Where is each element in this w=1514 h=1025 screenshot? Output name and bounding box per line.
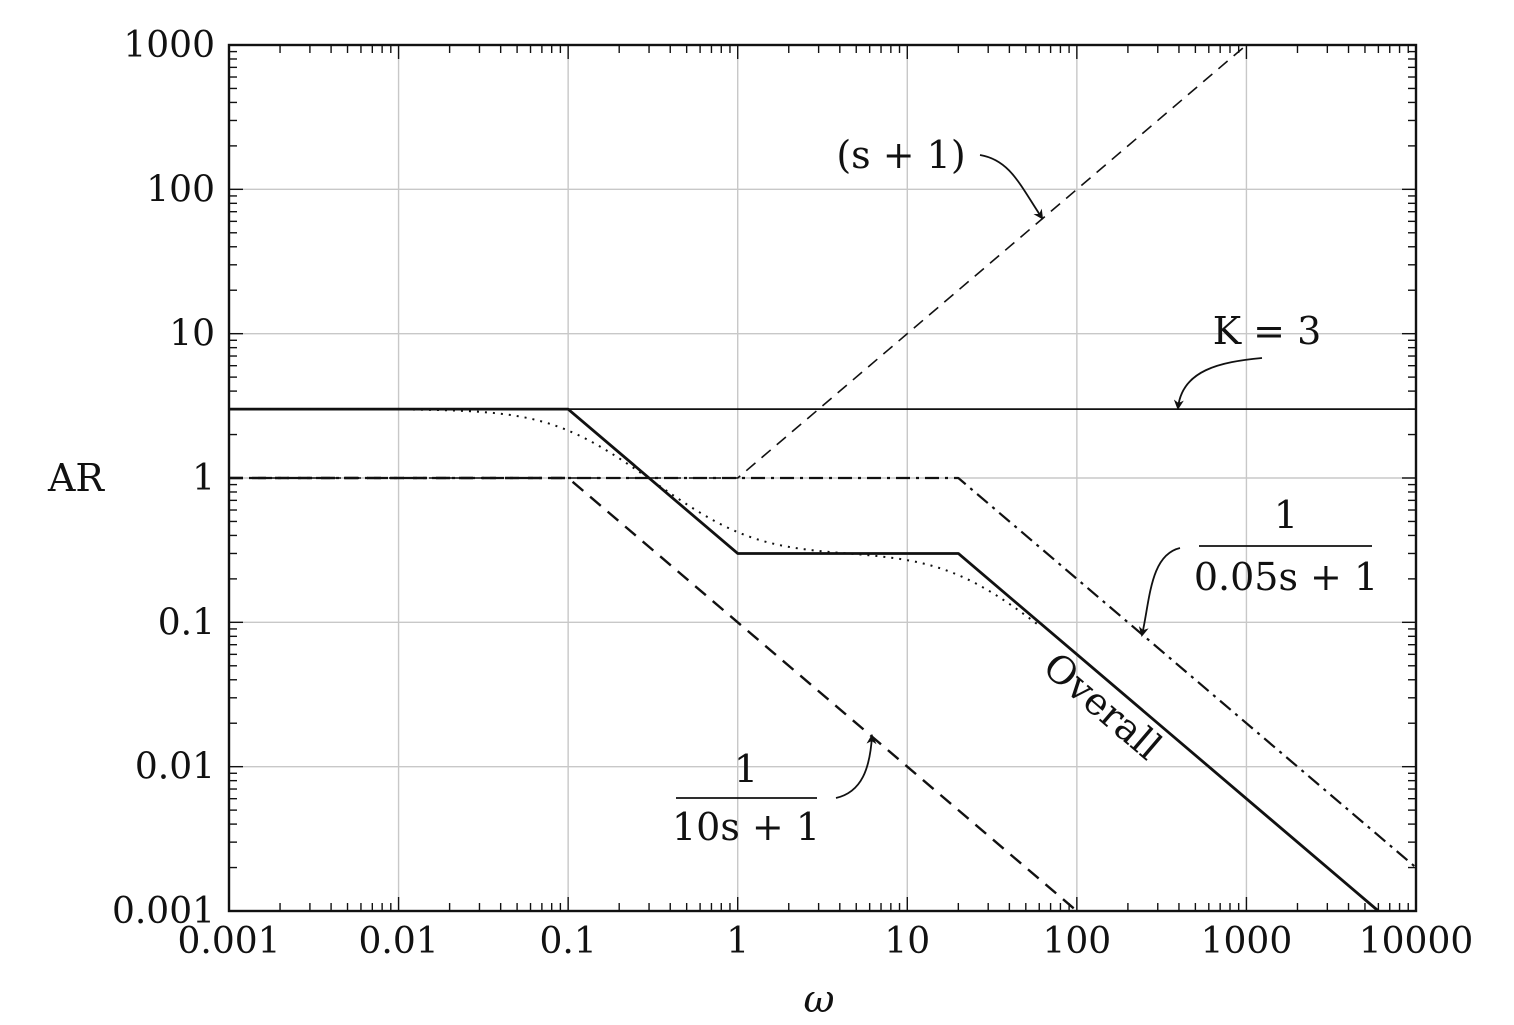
annotation-lag005-arrow — [1138, 547, 1181, 637]
y-tick-label: 10 — [169, 314, 215, 355]
y-tick-label: 0.01 — [135, 747, 215, 788]
tick-labels: 0.001 0.01 0.1 1 10 100 1000 10000 0.001 0.01 0.1 1… — [112, 25, 1473, 962]
x-tick-label: 0.01 — [358, 921, 438, 962]
y-tick-label: 0.1 — [158, 602, 215, 643]
y-tick-label: 1000 — [123, 25, 215, 66]
x-tick-label: 1000 — [1201, 921, 1293, 962]
y-axis-title: AR — [47, 456, 105, 500]
axis-ticks — [228, 44, 1417, 912]
x-tick-label: 10 — [884, 921, 930, 962]
series-lines — [229, 44, 1417, 913]
series-line-exact — [229, 408, 1040, 627]
annotation-lag10-arrow — [835, 734, 877, 799]
annotation-lag005-numerator: 1 — [1274, 493, 1298, 537]
annotation-zero: (s + 1) — [836, 133, 1044, 220]
annotation-k-label: K = 3 — [1213, 309, 1322, 353]
x-tick-label: 0.1 — [540, 921, 597, 962]
x-tick-label: 1 — [726, 921, 749, 962]
x-tick-label: 0.001 — [177, 921, 280, 962]
x-axis-title: ω — [804, 977, 835, 1021]
x-tick-label: 100 — [1042, 921, 1111, 962]
series-line-overall — [229, 407, 1380, 913]
y-tick-label: 1 — [192, 458, 215, 499]
annotation-overall-label: Overall — [1035, 644, 1170, 769]
series-line-lag005 — [229, 476, 1417, 869]
annotation-k: K = 3 — [1173, 309, 1322, 410]
annotation-lag10-denominator: 10s + 1 — [672, 805, 820, 849]
series-line-lag10 — [229, 476, 1078, 912]
annotation-lag005: 1 0.05s + 1 — [1138, 493, 1378, 637]
annotation-zero-arrow — [979, 154, 1044, 220]
annotation-lag10-numerator: 1 — [734, 747, 758, 791]
annotation-zero-label: (s + 1) — [836, 133, 965, 177]
y-tick-label: 100 — [146, 169, 215, 210]
annotation-lag10: 1 10s + 1 — [672, 734, 877, 849]
x-tick-label: 10000 — [1359, 921, 1474, 962]
annotation-lag005-denominator: 0.05s + 1 — [1194, 555, 1378, 599]
annotation-k-arrow — [1173, 357, 1263, 410]
y-tick-label: 0.001 — [112, 891, 215, 932]
